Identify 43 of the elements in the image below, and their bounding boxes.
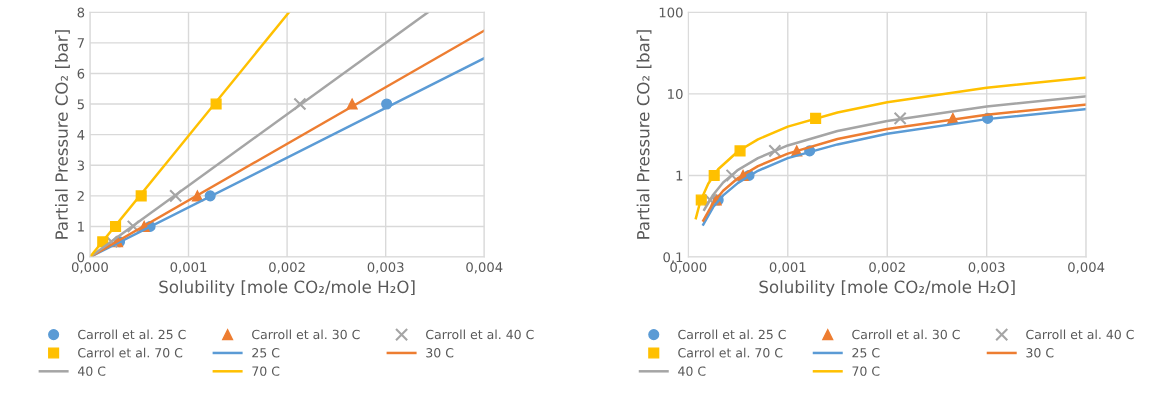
legend-label: 40 C	[678, 366, 706, 376]
x-tick-label: 0,000	[670, 262, 707, 274]
legend-label: 40 C	[77, 366, 106, 376]
x-tick-label: 0,002	[269, 262, 305, 274]
y-tick-label: 7	[77, 38, 84, 48]
legend-label: Carroll et al. 25 C	[678, 329, 786, 340]
x-axis-title: Solubility [mole CO₂/mole H₂O]	[159, 280, 415, 297]
y-axis-title: Partial Pressure CO₂ [bar]	[636, 30, 652, 239]
y-tick-label: 0	[77, 252, 85, 263]
legend-label: 25 C	[852, 348, 880, 358]
legend-label: 30 C	[1026, 348, 1054, 358]
y-tick-label: 6	[77, 68, 85, 79]
x-axis-title: Solubility [mole CO₂/mole H₂O]	[759, 280, 1015, 297]
x-tick-label: 0,004	[466, 262, 503, 274]
y-tick-label: 100	[659, 7, 683, 18]
legend-label: Carroll et al. 40 C	[1026, 329, 1134, 340]
legend-label: Carroll et al. 30 C	[852, 329, 960, 340]
legend-label: Carrol et al. 70 C	[678, 347, 783, 358]
legend-label: Carroll et al. 25 C	[78, 329, 186, 340]
legend-label: 70 C	[252, 366, 280, 376]
x-tick-label: 0,001	[769, 262, 806, 274]
x-tick-label: 0,003	[367, 262, 404, 274]
legend-label: Carroll et al. 30 C	[252, 329, 360, 340]
legend-label: Carrol et al. 70 C	[78, 347, 183, 358]
legend-label: Carroll et al. 40 C	[426, 329, 534, 340]
x-tick-label: 0,002	[869, 262, 905, 274]
legend-label: 30 C	[426, 348, 454, 358]
y-axis-title: Partial Pressure CO₂ [bar]	[54, 30, 70, 239]
legend-label: 25 C	[252, 348, 280, 358]
y-tick-label: 5	[77, 99, 84, 110]
x-tick-label: 0,004	[1068, 262, 1105, 274]
y-tick-label: 8	[77, 7, 85, 18]
legend-label: 70 C	[852, 366, 880, 376]
y-tick-label: 10	[668, 89, 683, 100]
y-tick-label: 1	[78, 221, 84, 232]
x-tick-label: 0,000	[71, 262, 108, 274]
x-tick-label: 0,001	[170, 262, 207, 274]
y-tick-label: 4	[77, 130, 85, 140]
y-tick-label: 3	[77, 160, 85, 171]
y-tick-label: 2	[77, 191, 84, 201]
y-tick-label: 1	[676, 170, 683, 181]
y-tick-label: 0,1	[663, 252, 683, 264]
x-tick-label: 0,003	[968, 262, 1005, 274]
